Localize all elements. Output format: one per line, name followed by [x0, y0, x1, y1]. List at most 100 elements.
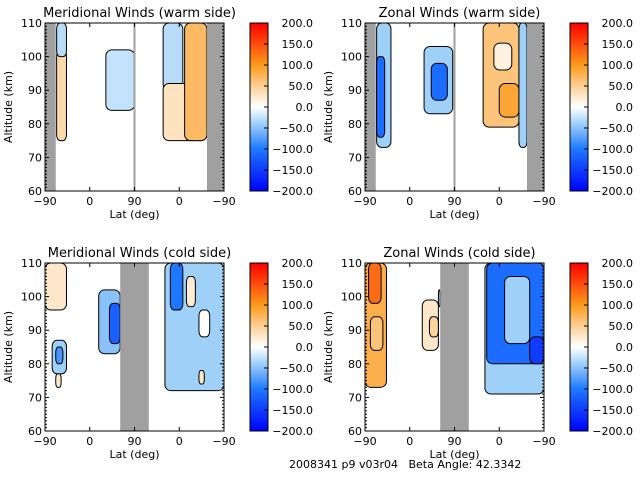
x-tick-label: −90 [212, 435, 235, 448]
y-tick-label: 90 [348, 84, 362, 97]
no-data-band [206, 23, 224, 191]
contour-region [437, 289, 441, 308]
y-tick-label: 70 [348, 391, 362, 404]
contour-region [162, 22, 184, 91]
colorbar-tick-label: −200.0 [592, 185, 633, 198]
y-tick-label: 90 [28, 324, 42, 337]
y-axis-label: Altitude (km) [322, 71, 335, 143]
y-tick-label: 80 [28, 118, 42, 131]
y-tick-label: 100 [21, 291, 42, 304]
contour-region [105, 49, 135, 111]
y-tick-label: 90 [348, 324, 362, 337]
chart-panel-3: 60 70 80 90 100 110 −90 0 90 0 −90 Meridional Winds… [2, 246, 313, 461]
x-axis-label: Lat (deg) [110, 208, 160, 221]
y-tick-label: 80 [28, 358, 42, 371]
footer-caption: 2008341 p9 v03r04 Beta Angle: 42.3342 [289, 458, 522, 471]
x-tick-label: 0 [86, 195, 93, 208]
x-tick-label: −90 [212, 195, 235, 208]
x-tick-label: −90 [532, 435, 555, 448]
x-tick-label: 90 [448, 195, 462, 208]
y-axis-label: Altitude (km) [2, 71, 15, 143]
contour-region [55, 373, 62, 388]
colorbar-tick-label: −100.0 [272, 383, 313, 396]
no-data-band [440, 263, 469, 431]
y-axis-label: Altitude (km) [322, 311, 335, 383]
colorbar-tick-label: 100.0 [282, 59, 314, 72]
colorbar-tick-label: −200.0 [592, 425, 633, 438]
contour-region [376, 56, 386, 138]
y-tick-label: 60 [348, 425, 362, 438]
y-tick-label: 110 [341, 17, 362, 30]
colorbar-tick-label: 50.0 [289, 320, 314, 333]
x-axis-label: Lat (deg) [110, 448, 160, 461]
x-axis-label: Lat (deg) [430, 208, 480, 221]
colorbar-tick-label: −100.0 [272, 143, 313, 156]
colorbar-tick-label: 150.0 [282, 278, 314, 291]
x-tick-label: 0 [406, 195, 413, 208]
chart-title: Zonal Winds (warm side) [379, 6, 541, 21]
contour-region [368, 262, 382, 304]
contour-region [529, 336, 545, 365]
x-tick-label: 0 [496, 195, 503, 208]
colorbar-tick-label: −50.0 [599, 122, 633, 135]
y-tick-label: 70 [28, 151, 42, 164]
x-tick-label: 0 [496, 435, 503, 448]
y-tick-label: 70 [28, 391, 42, 404]
y-axis-label: Altitude (km) [2, 311, 15, 383]
contour-region [55, 346, 64, 365]
contour-region [498, 82, 520, 118]
colorbar-tick-label: 0.0 [296, 101, 314, 114]
colorbar-tick-label: 50.0 [289, 80, 314, 93]
contour-region [504, 275, 531, 345]
colorbar-tick-label: 150.0 [602, 278, 634, 291]
y-tick-label: 70 [348, 151, 362, 164]
colorbar-tick-label: −200.0 [272, 425, 313, 438]
y-tick-label: 100 [21, 51, 42, 64]
contour-region [108, 302, 121, 345]
colorbar-tick-label: 200.0 [602, 257, 634, 270]
x-tick-label: −90 [353, 435, 376, 448]
colorbar-tick-label: 0.0 [616, 101, 634, 114]
colorbar-tick-label: 100.0 [602, 59, 634, 72]
x-tick-label: 0 [176, 435, 183, 448]
colorbar-tick-label: 50.0 [609, 80, 634, 93]
chart-panel-2: 60 70 80 90 100 110 −90 0 90 0 −90 Zonal Winds (war… [322, 6, 633, 221]
contour-region [184, 22, 208, 142]
contour-region [185, 275, 196, 308]
y-tick-label: 90 [28, 84, 42, 97]
y-tick-label: 110 [21, 17, 42, 30]
no-data-band [45, 23, 56, 191]
colorbar-tick-label: 200.0 [282, 17, 314, 30]
x-tick-label: 90 [128, 435, 142, 448]
colorbar-tick-label: 0.0 [616, 341, 634, 354]
contour-region [493, 42, 513, 71]
colorbar-tick-label: −150.0 [592, 404, 633, 417]
colorbar-tick-label: −100.0 [592, 143, 633, 156]
contour-region [518, 22, 528, 148]
x-tick-label: 0 [406, 435, 413, 448]
contour-region [369, 316, 384, 351]
colorbar-tick-label: −150.0 [272, 164, 313, 177]
chart-panel-4: 60 70 80 90 100 110 −90 0 90 0 −90 Zonal Winds (col… [322, 246, 633, 461]
colorbar-tick-label: −50.0 [279, 122, 313, 135]
x-tick-label: 90 [128, 195, 142, 208]
contour-region [198, 370, 205, 385]
hemisphere-divider [453, 23, 456, 191]
colorbar-tick-label: −150.0 [272, 404, 313, 417]
no-data-band [365, 23, 376, 191]
colorbar-tick-label: 100.0 [602, 299, 634, 312]
y-tick-label: 100 [341, 51, 362, 64]
y-tick-label: 80 [348, 358, 362, 371]
x-tick-label: −90 [532, 195, 555, 208]
colorbar-tick-label: 150.0 [282, 38, 314, 51]
y-tick-label: 60 [28, 425, 42, 438]
colorbar-tick-label: 150.0 [602, 38, 634, 51]
y-tick-label: 60 [348, 185, 362, 198]
chart-title: Meridional Winds (cold side) [48, 246, 231, 261]
x-tick-label: 0 [86, 435, 93, 448]
contour-region [56, 49, 67, 142]
x-tick-label: 90 [448, 435, 462, 448]
colorbar-tick-label: 200.0 [602, 17, 634, 30]
colorbar-tick-label: 200.0 [282, 257, 314, 270]
